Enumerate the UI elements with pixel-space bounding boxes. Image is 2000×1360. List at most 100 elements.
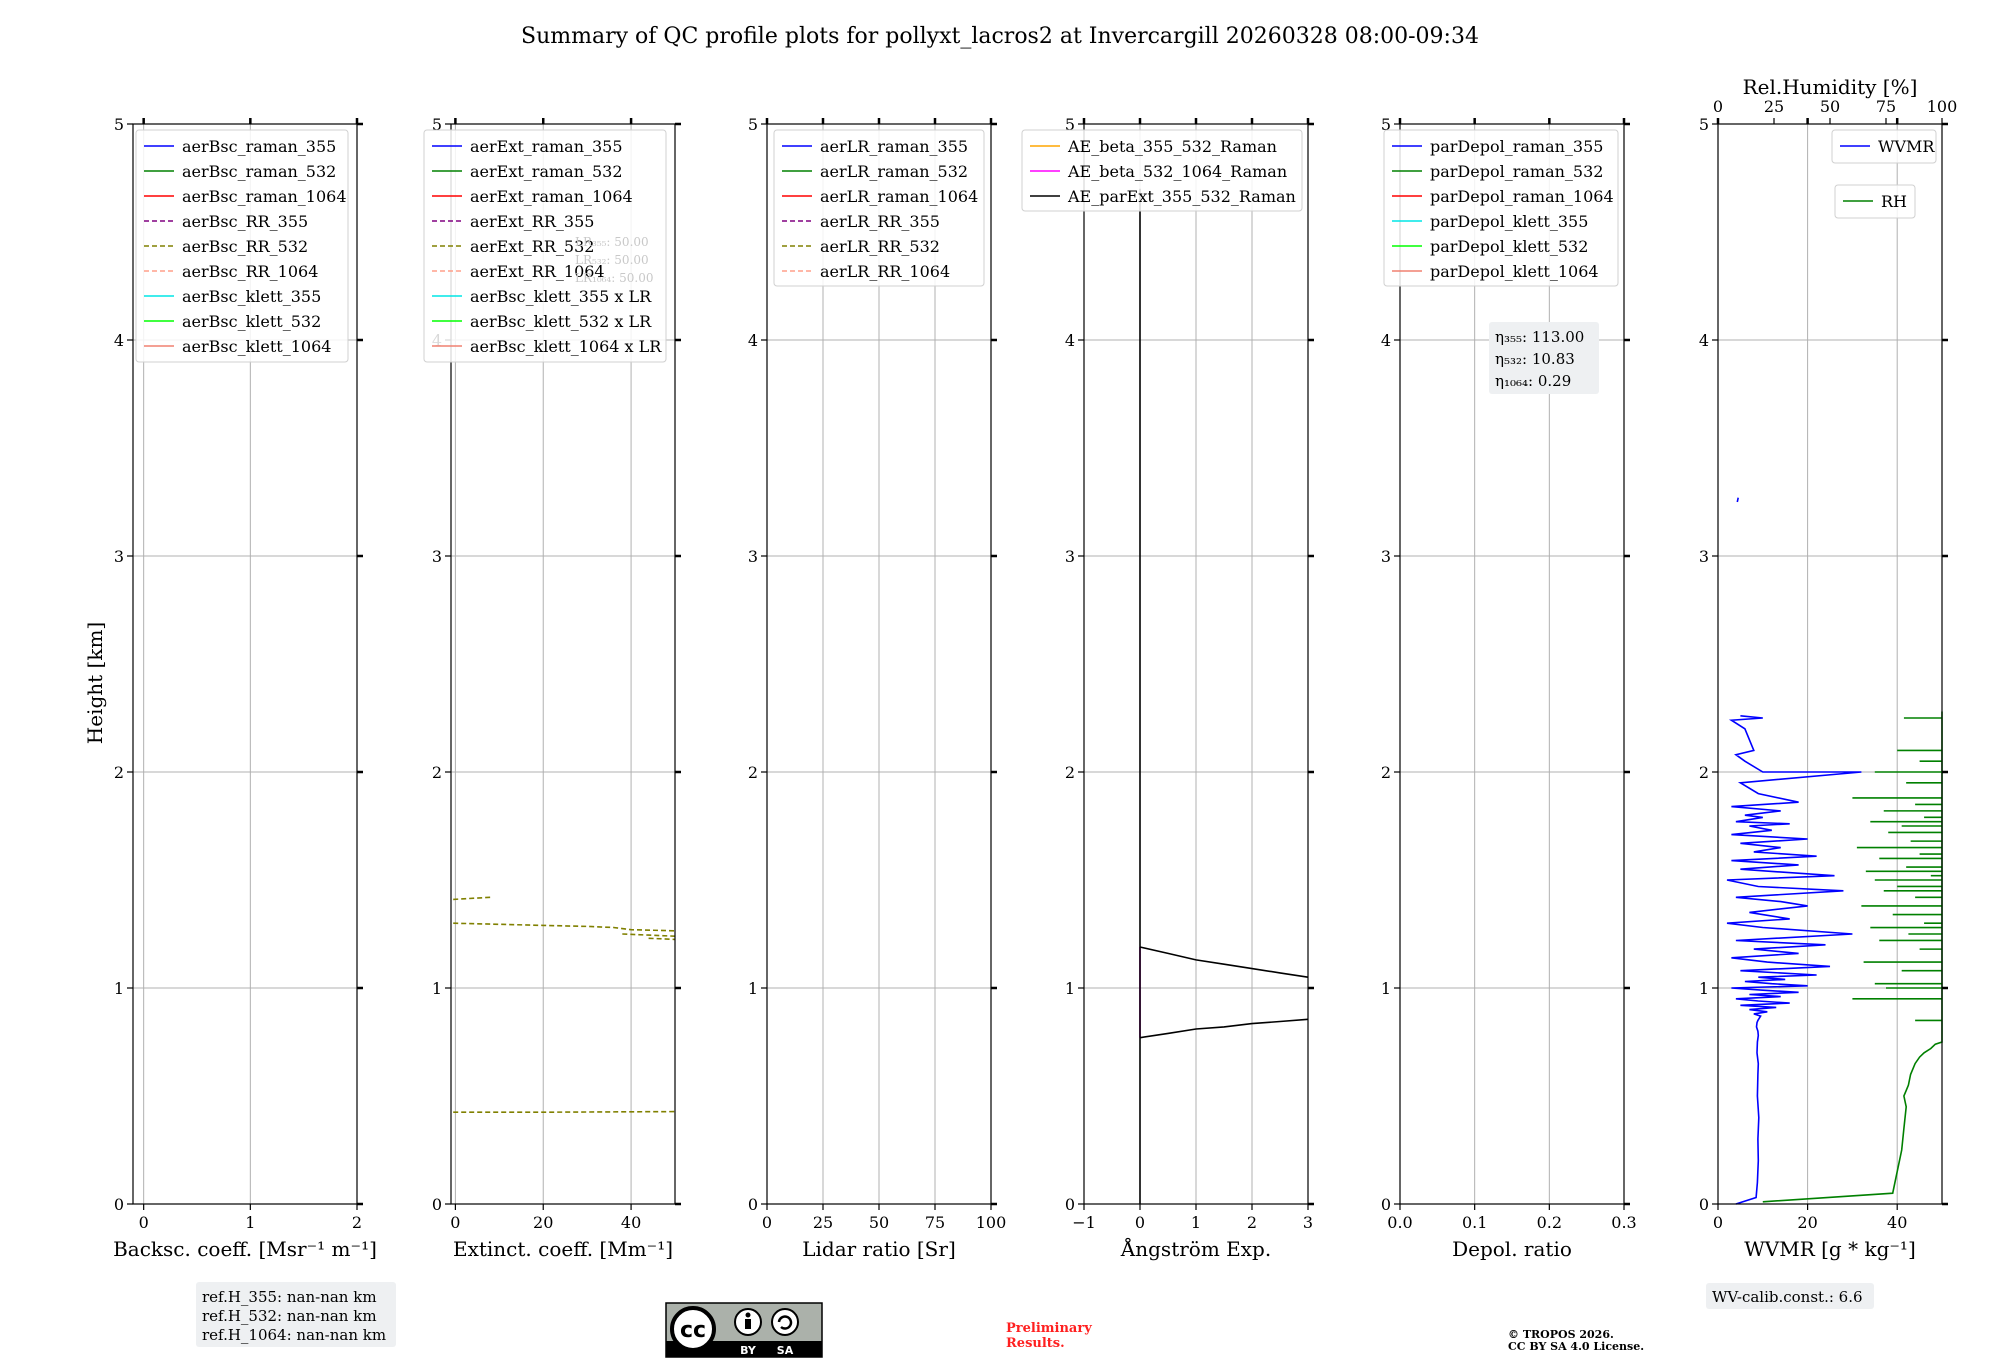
x-tick-label: 20	[1797, 1213, 1817, 1232]
y-tick-label: 3	[432, 547, 442, 566]
cc-by-sa-badge: cc BY SA	[665, 1302, 823, 1358]
y-tick-label: 1	[748, 979, 758, 998]
y-tick-label: 0	[1699, 1195, 1709, 1214]
x-tick-label: 0	[762, 1213, 772, 1232]
x-tick-label: 0	[1713, 1213, 1723, 1232]
ref-heights-box: ref.H_355: nan-nan km ref.H_532: nan-nan…	[196, 1282, 396, 1347]
y-tick-label: 0	[432, 1195, 442, 1214]
y-tick-label: 2	[1381, 763, 1391, 782]
copyright-note: © TROPOS 2026. CC BY SA 4.0 License.	[1508, 1328, 1644, 1353]
legend-label: aerBsc_klett_532 x LR	[470, 312, 652, 331]
series-line-aerext_rr_532-e	[453, 1110, 676, 1113]
legend-depol: parDepol_raman_355 parDepol_raman_532 parD…	[1383, 129, 1619, 287]
y-tick-label: 5	[1065, 115, 1075, 134]
legend-label: aerBsc_raman_1064	[182, 187, 347, 206]
x-tick-label: 1	[245, 1213, 255, 1232]
y-tick-label: 3	[1381, 547, 1391, 566]
legend-label: aerLR_RR_1064	[820, 262, 950, 281]
x-tick-label: 0.1	[1462, 1213, 1487, 1232]
annotation-line: LR₃₅₅: 50.00	[575, 235, 649, 249]
x-tick-label: 2	[1247, 1213, 1257, 1232]
legend-label: RH	[1881, 192, 1907, 211]
y-tick-label: 5	[432, 115, 442, 134]
x-tick-label: 40	[1887, 1213, 1907, 1232]
top-x-tick-label: 25	[1764, 97, 1784, 116]
legend-label: aerLR_RR_532	[820, 237, 940, 256]
series-line-ae_parext_355_532_raman-upper	[1139, 946, 1309, 978]
annotation-line: η₃₅₅: 113.00	[1495, 328, 1584, 346]
legend-rh: RH	[1834, 184, 1916, 219]
annotation-depol: η₃₅₅: 113.00 η₅₃₂: 10.83 η₁₀₆₄: 0.29	[1489, 322, 1599, 394]
x-axis-label: WVMR [g * kg⁻¹]	[1744, 1237, 1916, 1261]
y-tick-label: 2	[432, 763, 442, 782]
series-line-aerext_rr_532-b	[453, 922, 676, 932]
annotation-line: η₅₃₂: 10.83	[1495, 350, 1575, 368]
y-tick-label: 2	[748, 763, 758, 782]
y-tick-label: 1	[1381, 979, 1391, 998]
y-tick-label: 3	[1065, 547, 1075, 566]
axes-frame	[1399, 123, 1625, 1205]
x-tick-label: 1	[1191, 1213, 1201, 1232]
legend-label: parDepol_raman_1064	[1430, 187, 1614, 206]
x-axis-label: Lidar ratio [Sr]	[802, 1237, 956, 1261]
y-tick-label: 4	[1699, 331, 1709, 350]
cc-text: cc	[680, 1318, 706, 1343]
legend-bsc: aerBsc_raman_355 aerBsc_raman_532 aerBsc_r…	[135, 129, 349, 363]
top-x-tick-label: 100	[1927, 97, 1958, 116]
legend-label: WVMR	[1878, 137, 1935, 156]
annotation-line: η₁₀₆₄: 0.29	[1495, 372, 1571, 390]
legend-label: parDepol_raman_532	[1430, 162, 1603, 181]
y-tick-label: 1	[432, 979, 442, 998]
y-tick-label: 0	[114, 1195, 124, 1214]
x-axis-label: Extinct. coeff. [Mm⁻¹]	[453, 1237, 673, 1261]
legend-ext: aerExt_raman_355 aerExt_raman_532 aerExt_r…	[423, 129, 667, 363]
series-line-wvmr-blip	[1736, 497, 1739, 503]
y-tick-label: 0	[748, 1195, 758, 1214]
legend-label: aerExt_raman_1064	[470, 187, 633, 206]
preliminary-note: Preliminary Results.	[1006, 1321, 1092, 1351]
copyright-line-2: CC BY SA 4.0 License.	[1508, 1340, 1644, 1353]
legend-label: parDepol_raman_355	[1430, 137, 1603, 156]
annotation-line: LR₁₀₆₄: 50.00	[575, 271, 653, 285]
y-tick-label: 5	[1699, 115, 1709, 134]
x-tick-label: 3	[1303, 1213, 1313, 1232]
ref-height-355: ref.H_355: nan-nan km	[202, 1288, 377, 1306]
x-tick-label: 25	[813, 1213, 833, 1232]
legend-label: aerLR_raman_1064	[820, 187, 978, 206]
x-axis-label: Depol. ratio	[1452, 1237, 1572, 1261]
legend-label: aerBsc_RR_1064	[182, 262, 318, 281]
legend-label: aerBsc_klett_1064 x LR	[470, 337, 662, 356]
y-tick-label: 5	[1381, 115, 1391, 134]
preliminary-line-2: Results.	[1006, 1336, 1065, 1351]
x-tick-label: 0.0	[1387, 1213, 1412, 1232]
x-tick-label: 2	[352, 1213, 362, 1232]
x-tick-label: 50	[869, 1213, 889, 1232]
legend-label: AE_beta_355_532_Raman	[1067, 137, 1277, 156]
x-tick-label: −1	[1072, 1213, 1096, 1232]
legend-wvmr: WVMR	[1831, 129, 1937, 164]
cc-icon	[670, 1306, 716, 1352]
legend-label: parDepol_klett_532	[1430, 237, 1588, 256]
panel-ext: 01234502040Extinct. coeff. [Mm⁻¹]aerExt_…	[423, 115, 681, 1261]
panel-depol: 0 1 2 3 4 5 0.0 0.1 0.2 0.3 Depol. ratio parDepol_r…	[1381, 115, 1637, 1261]
legend-label: aerBsc_klett_355	[182, 287, 321, 306]
legend-label: aerExt_raman_532	[470, 162, 623, 181]
axes-frame	[1717, 123, 1943, 1205]
by-label: BY	[740, 1344, 757, 1357]
x-tick-label: 0	[450, 1213, 460, 1232]
x-tick-label: 100	[976, 1213, 1007, 1232]
ref-height-532: ref.H_532: nan-nan km	[202, 1307, 377, 1325]
wv-calib-text: WV-calib.const.: 6.6	[1712, 1288, 1863, 1306]
top-x-tick-label: 0	[1713, 97, 1723, 116]
y-tick-label: 3	[1699, 547, 1709, 566]
series-line-aerext_rr_532-a	[453, 896, 491, 901]
y-tick-label: 0	[1381, 1195, 1391, 1214]
legend-label: AE_parExt_355_532_Raman	[1067, 187, 1296, 206]
legend-label: aerLR_raman_355	[820, 137, 968, 156]
legend-label: aerBsc_raman_532	[182, 162, 336, 181]
x-tick-label: 0	[139, 1213, 149, 1232]
legend-label: aerExt_RR_1064	[470, 262, 605, 281]
